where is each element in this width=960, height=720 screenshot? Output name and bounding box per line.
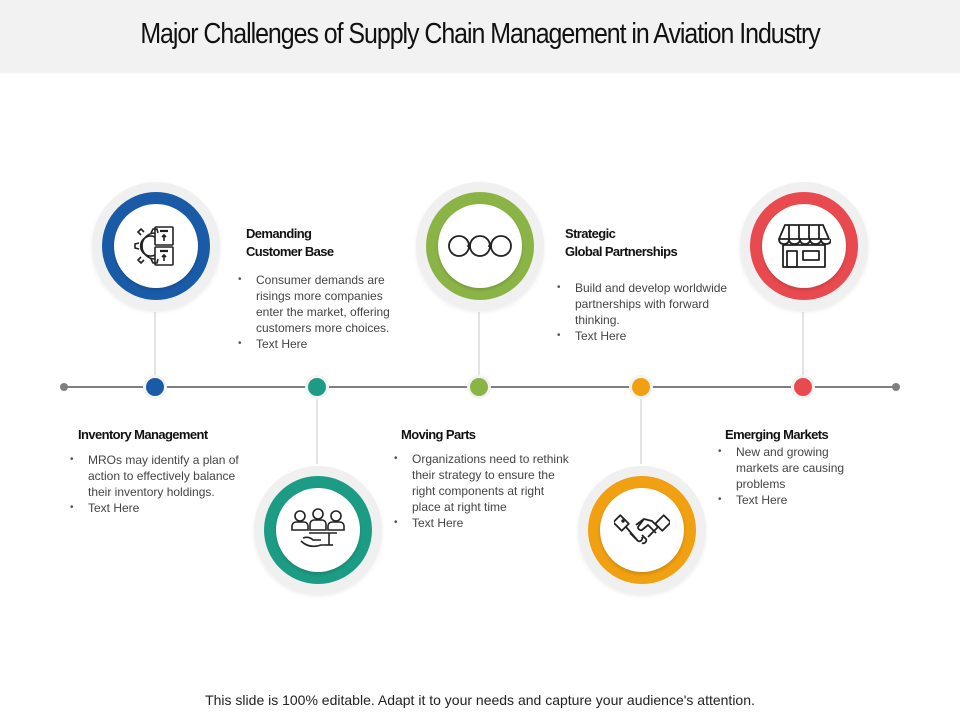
connector-stem [478,312,480,376]
connector-stem [154,312,156,376]
bullet-item: Text Here [394,515,572,531]
badge-inventory-management [92,182,220,310]
slide-title: Major Challenges of Supply Chain Managem… [140,18,820,50]
bullet-item: Text Here [70,500,240,516]
bullets-inventory-management: MROs may identify a plan of action to ef… [70,452,240,516]
bullet-item: MROs may identify a plan of action to ef… [70,452,240,500]
bullets-emerging-markets: New and growing markets are causing prob… [718,444,868,508]
bullet-item: Text Here [718,492,868,508]
heading-demanding-customer-base: Demanding Customer Base [246,225,334,261]
bullet-item: Organizations need to rethink their stra… [394,451,572,515]
badge-strategic-global-partnerships [578,466,706,594]
bullet-item: Build and develop worldwide partnerships… [557,280,732,328]
title-bar: Major Challenges of Supply Chain Managem… [0,0,960,73]
bullet-item: Consumer demands are risings more compan… [238,272,408,336]
heading-inventory-management: Inventory Management [78,427,208,442]
connector-stem [802,312,804,376]
timeline-node-moving-parts [467,375,491,399]
bullets-demanding-customer-base: Consumer demands are risings more compan… [238,272,408,352]
heading-line: Global Partnerships [565,244,678,259]
bullet-item: Text Here [557,328,732,344]
badge-moving-parts [416,182,544,310]
heading-line: Demanding [246,226,312,241]
timeline-end-dot [892,383,900,391]
heading-moving-parts: Moving Parts [401,427,476,442]
timeline-node-emerging [791,375,815,399]
timeline-node-partnerships [629,375,653,399]
connector-stem [640,398,642,464]
heading-line: Strategic [565,226,616,241]
badge-demanding-customer-base [254,466,382,594]
handshake-icon [614,514,670,545]
heading-strategic-global-partnerships: Strategic Global Partnerships [565,225,678,261]
chain-circles-icon [448,235,512,257]
connector-stem [316,398,318,464]
footer-caption: This slide is 100% editable. Adapt it to… [205,692,755,708]
bullets-strategic-global-partnerships: Build and develop worldwide partnerships… [557,280,732,344]
storefront-icon [778,224,831,268]
bullet-item: New and growing markets are causing prob… [718,444,868,492]
bullet-item: Text Here [238,336,408,352]
people-hand-icon [291,508,345,548]
timeline-node-customer [305,375,329,399]
heading-emerging-markets: Emerging Markets [725,427,829,442]
gear-boxes-icon [134,226,174,266]
timeline-node-inventory [143,375,167,399]
heading-line: Customer Base [246,244,334,259]
bullets-moving-parts: Organizations need to rethink their stra… [394,451,572,531]
timeline-start-dot [60,383,68,391]
badge-emerging-markets [740,182,868,310]
